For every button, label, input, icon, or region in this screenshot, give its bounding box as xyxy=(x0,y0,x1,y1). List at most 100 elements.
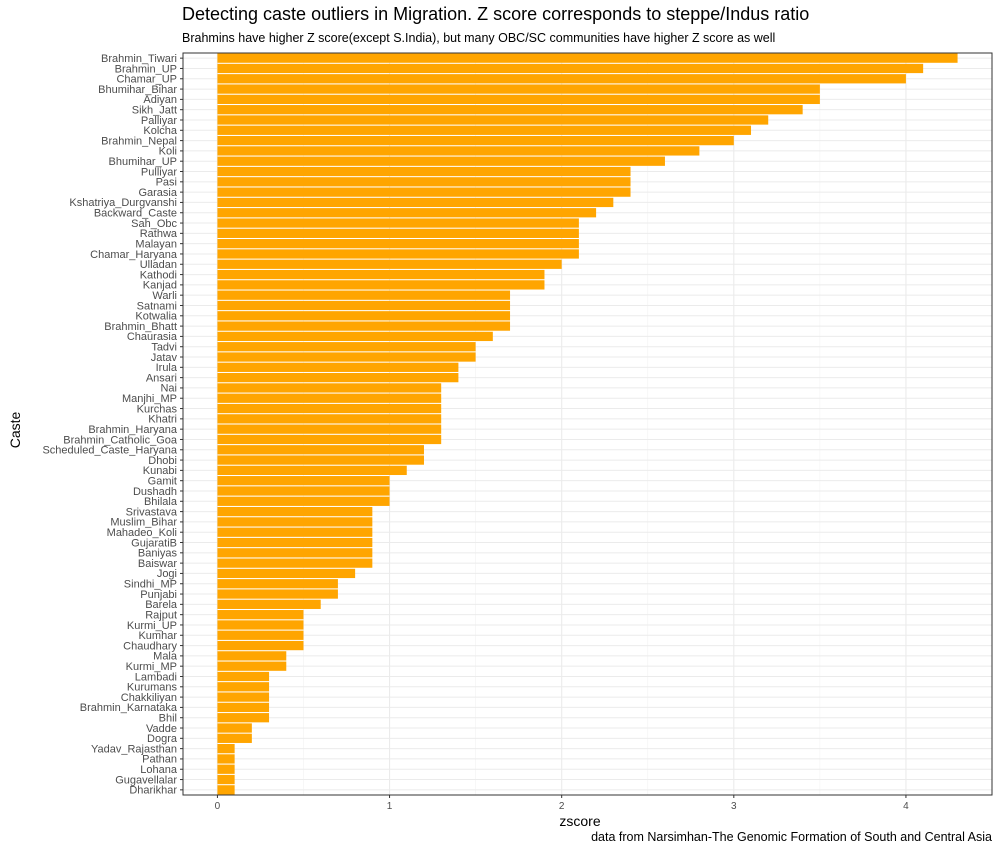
y-tick-label: Kumhar xyxy=(138,630,177,642)
y-tick-label: Chakkiliyan xyxy=(121,692,177,704)
y-tick-label: Adiyan xyxy=(143,94,177,106)
y-tick-label: Brahmin_Haryana xyxy=(88,424,178,436)
y-tick-label: Chamar_UP xyxy=(116,74,177,86)
x-tick-label: 4 xyxy=(903,801,909,812)
y-tick-label: Kurumans xyxy=(127,682,178,694)
bar-brahmin-bhatt xyxy=(217,321,511,331)
y-tick-label: Brahmin_Tiwari xyxy=(101,53,177,65)
bar-brahmin-haryana xyxy=(217,424,442,434)
bar-punjabi xyxy=(217,589,338,599)
bar-kurchas xyxy=(217,403,442,414)
y-tick-label: Jogi xyxy=(157,568,177,580)
bar-gujaratib xyxy=(217,537,373,548)
y-tick-label: Scheduled_Caste_Haryana xyxy=(42,445,177,457)
bar-dogra xyxy=(217,733,252,743)
panel-border xyxy=(182,52,993,796)
y-tick-label: Sah_Obc xyxy=(131,218,177,230)
x-axis-label: zscore xyxy=(559,813,601,829)
y-tick-label: Bhumihar_Bihar xyxy=(98,84,177,96)
y-tick-label: Lohana xyxy=(140,764,178,776)
bar-ansari xyxy=(217,372,459,383)
y-tick-label: Lambadi xyxy=(135,671,177,683)
bar-nai xyxy=(217,383,442,393)
bar-malayan xyxy=(217,239,579,249)
y-tick-label: Punjabi xyxy=(140,589,177,601)
y-tick-label: Irula xyxy=(156,362,178,374)
bar-gugavellalar xyxy=(217,774,235,785)
bar-gamit xyxy=(217,476,390,486)
bar-brahmin-karnataka xyxy=(217,702,270,713)
x-tick-label: 2 xyxy=(559,801,565,812)
bar-bhil xyxy=(217,713,270,723)
chart-subtitle: Brahmins have higher Z score(except S.In… xyxy=(182,31,776,45)
y-axis-ticks: Brahmin_TiwariBrahmin_UPChamar_UPBhumiha… xyxy=(42,53,183,797)
y-tick-label: Chamar_Haryana xyxy=(90,249,178,261)
bar-dushadh xyxy=(217,486,390,496)
y-tick-label: Ulladan xyxy=(140,259,177,271)
bar-mahadeo-koli xyxy=(217,527,373,537)
y-tick-label: Chaurasia xyxy=(127,331,178,343)
y-tick-label: Dogra xyxy=(147,733,178,745)
bar-kurmi-mp xyxy=(217,661,287,671)
y-tick-label: Kshatriya_Durgvanshi xyxy=(69,197,177,209)
y-tick-label: Ansari xyxy=(146,372,177,384)
y-tick-label: Bhilala xyxy=(144,496,178,508)
bar-jogi xyxy=(217,568,356,579)
bar-kshatriya-durgvanshi xyxy=(217,197,614,208)
bar-vadde xyxy=(217,723,252,733)
bar-scheduled-caste-haryana xyxy=(217,445,424,455)
bar-satnami xyxy=(217,300,511,311)
bar-dhobi xyxy=(217,455,424,465)
y-tick-label: Muslim_Bihar xyxy=(110,517,177,529)
bar-kurumans xyxy=(217,682,270,692)
y-tick-label: Mahadeo_Koli xyxy=(107,527,177,539)
chart-title: Detecting caste outliers in Migration. Z… xyxy=(182,4,810,24)
y-tick-label: Rathwa xyxy=(140,228,178,240)
y-tick-label: Tadvi xyxy=(151,342,177,354)
bar-backward-caste xyxy=(217,208,597,218)
bar-brahmin-tiwari xyxy=(217,53,958,63)
y-tick-label: Palliyar xyxy=(141,115,177,127)
y-tick-label: Jatav xyxy=(151,352,178,364)
y-tick-label: Gugavellalar xyxy=(115,774,177,786)
bar-kumhar xyxy=(217,630,304,640)
y-tick-label: Vadde xyxy=(146,723,177,735)
y-tick-label: Chaudhary xyxy=(123,640,177,652)
bar-chaurasia xyxy=(217,331,493,342)
y-tick-label: Baniyas xyxy=(138,548,178,560)
bar-bhilala xyxy=(217,496,390,506)
y-tick-label: Backward_Caste xyxy=(94,208,177,220)
y-tick-label: Kunabi xyxy=(143,465,177,477)
y-tick-label: Bhumihar_UP xyxy=(109,156,177,168)
y-tick-label: Sikh_Jatt xyxy=(132,104,177,116)
y-tick-label: Brahmin_Karnataka xyxy=(80,702,178,714)
x-tick-label: 0 xyxy=(215,801,221,812)
bar-kathodi xyxy=(217,269,545,280)
bar-sah-obc xyxy=(217,218,579,228)
y-tick-label: Brahmin_Nepal xyxy=(101,135,177,147)
y-tick-label: Kurmi_UP xyxy=(127,620,177,632)
bar-chamar-up xyxy=(217,74,906,84)
y-tick-label: Malayan xyxy=(135,238,177,250)
bar-pasi xyxy=(217,177,631,187)
y-axis-label: Caste xyxy=(7,411,23,449)
bar-srivastava xyxy=(217,506,373,517)
y-tick-label: Satnami xyxy=(137,300,177,312)
bar-sikh-jatt xyxy=(217,105,803,115)
bar-bhumihar-bihar xyxy=(217,84,820,94)
bar-kolcha xyxy=(217,125,752,135)
y-tick-label: Rajput xyxy=(145,609,177,621)
bars xyxy=(217,53,958,795)
bar-kanjad xyxy=(217,280,545,290)
y-tick-label: Manjhi_MP xyxy=(122,393,177,405)
y-tick-label: Brahmin_Bhatt xyxy=(104,321,177,333)
bar-rathwa xyxy=(217,228,579,238)
bar-baiswar xyxy=(217,558,373,568)
y-tick-label: Baiswar xyxy=(138,558,177,570)
y-tick-label: Gamit xyxy=(148,475,177,487)
y-tick-label: Dushadh xyxy=(133,486,177,498)
bar-muslim-bihar xyxy=(217,517,373,527)
x-tick-label: 3 xyxy=(731,801,737,812)
y-tick-label: Pasi xyxy=(156,177,177,189)
